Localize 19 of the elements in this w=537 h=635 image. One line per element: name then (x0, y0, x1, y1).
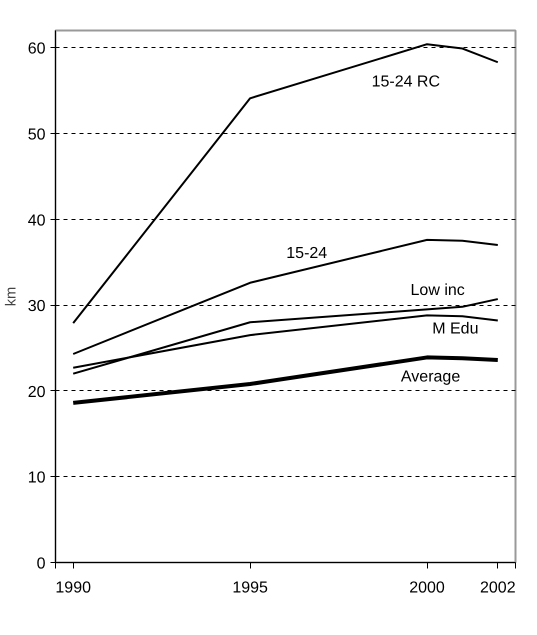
x-tick-label: 2000 (409, 580, 445, 596)
y-tick-label: 0 (36, 556, 46, 572)
line-series (72, 238, 499, 355)
y-tick-label: 20 (28, 384, 46, 401)
series-label: 15-24 (286, 244, 328, 262)
y-tick-label: 60 (28, 40, 46, 58)
x-tick-label: 1990 (55, 580, 92, 596)
series-label: Average (400, 368, 460, 386)
y-tick-label: 30 (28, 298, 46, 316)
x-tick-label: 1995 (232, 580, 268, 596)
series-label: Low inc (410, 282, 465, 299)
series-label: M Edu (432, 320, 478, 338)
y-tick-label: 10 (28, 470, 46, 487)
y-tick-label: 50 (28, 126, 46, 144)
y-tick-label: 40 (28, 212, 46, 230)
series-label: 15-24 RC (372, 73, 440, 90)
line-series (71, 355, 500, 405)
y-axis-title: km (4, 286, 20, 306)
x-tick-label: 2002 (480, 580, 516, 596)
